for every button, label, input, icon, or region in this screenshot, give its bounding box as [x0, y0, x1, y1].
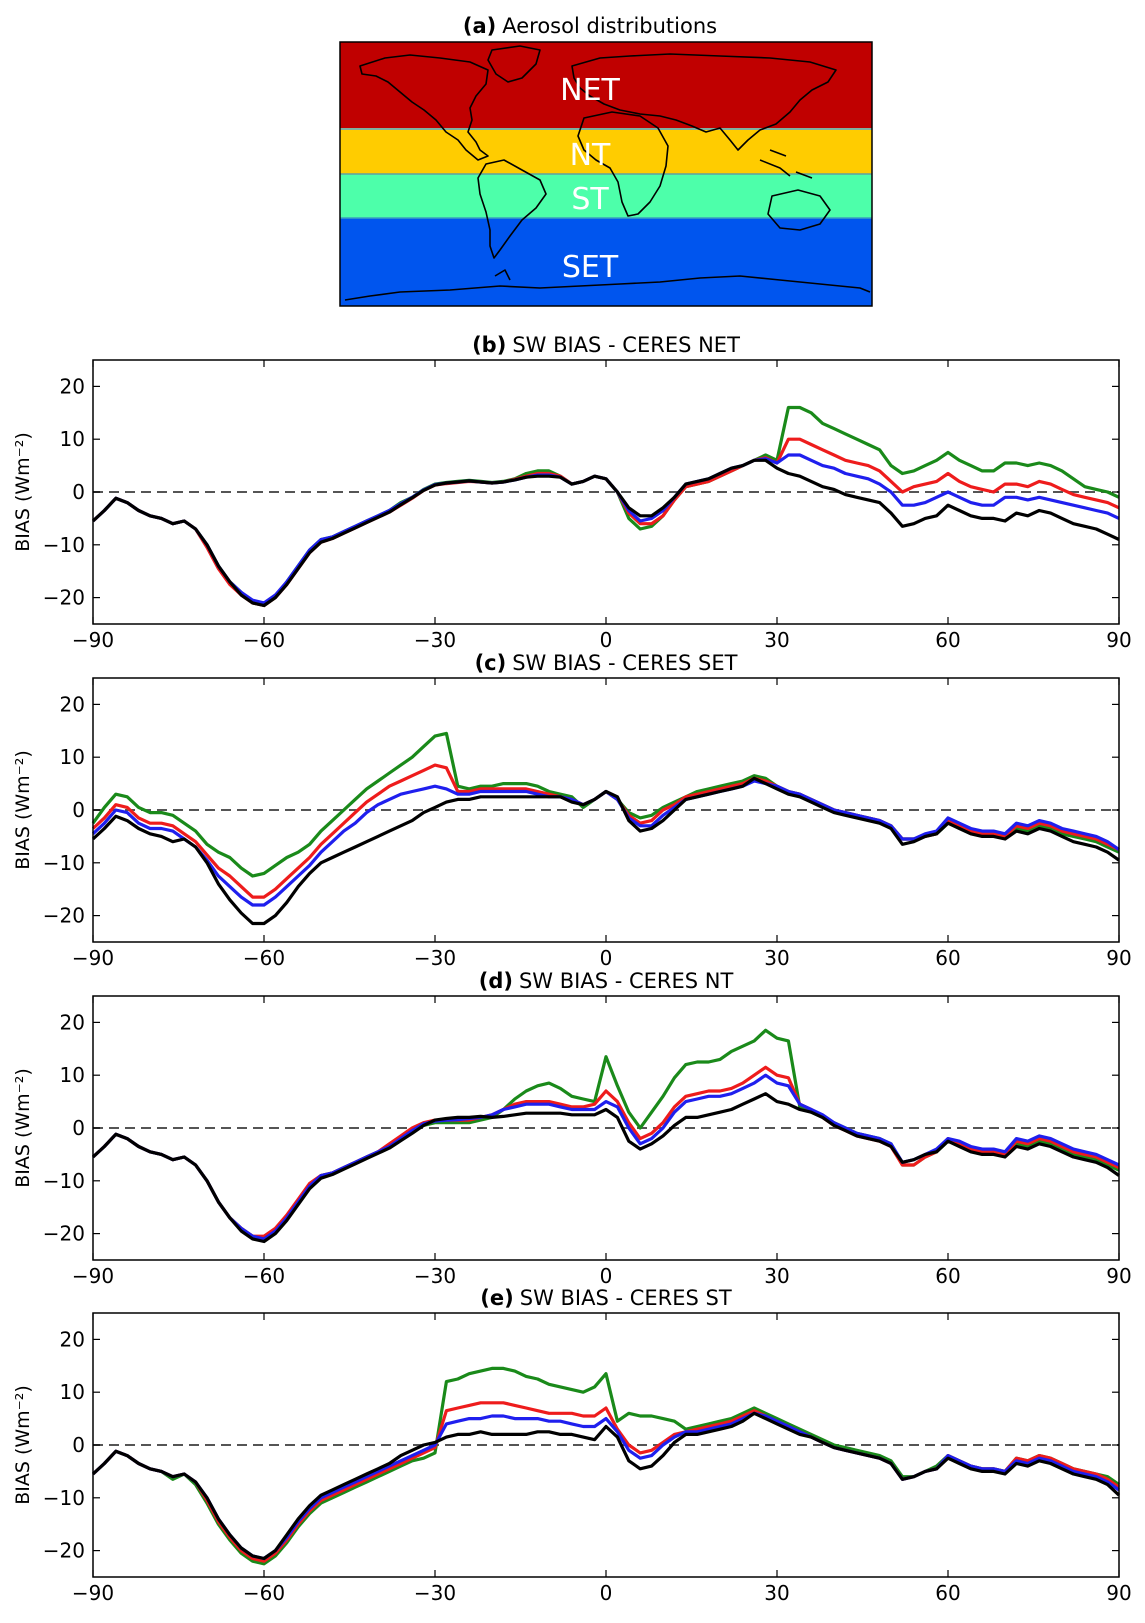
y-tick-label: −10 — [43, 533, 85, 557]
x-tick-label: −60 — [243, 946, 285, 970]
x-tick-label: −90 — [72, 1264, 114, 1288]
x-tick-label: 60 — [935, 1581, 960, 1605]
x-tick-label: 30 — [764, 1581, 789, 1605]
y-tick-label: 0 — [72, 1116, 85, 1140]
y-tick-label: −20 — [43, 1222, 85, 1246]
series-line-4 — [91, 776, 1120, 926]
x-tick-label: 60 — [935, 628, 960, 652]
band-label-st: ST — [571, 182, 609, 217]
chart-panel: (d) SW BIAS - CERES NT BIAS (Wm⁻²) −20 −10 0 1… — [12, 969, 1132, 1288]
x-tick-label: −60 — [243, 1264, 285, 1288]
map-frame — [339, 41, 873, 307]
series-line-3 — [91, 779, 1120, 907]
x-tick-label: −60 — [243, 1581, 285, 1605]
chart-title: (b) SW BIAS - CERES NET — [472, 333, 740, 357]
map-title-text: Aerosol distributions — [502, 14, 717, 38]
series-line-3 — [91, 1073, 1120, 1241]
series-line-4 — [91, 1092, 1120, 1244]
y-tick-label: 20 — [60, 374, 85, 398]
series-line-1 — [91, 1028, 1120, 1241]
chart-title-tag: (b) — [472, 333, 506, 357]
y-axis-label: BIAS (Wm⁻²) — [12, 750, 34, 870]
x-tick-label: 60 — [935, 946, 960, 970]
x-tick-label: 0 — [600, 1581, 613, 1605]
y-tick-label: 10 — [60, 1063, 85, 1087]
map-title-tag: (a) — [463, 14, 496, 38]
x-tick-label: −30 — [414, 628, 456, 652]
y-tick-label: −20 — [43, 586, 85, 610]
x-tick-label: 0 — [600, 946, 613, 970]
series-line-1 — [91, 731, 1120, 878]
x-tick-label: −30 — [414, 946, 456, 970]
series-line-4 — [91, 458, 1120, 608]
series-line-2 — [91, 1065, 1120, 1238]
y-tick-label: −10 — [43, 1169, 85, 1193]
y-tick-label: 10 — [60, 1380, 85, 1404]
band-st — [340, 174, 872, 218]
x-tick-label: −90 — [72, 628, 114, 652]
y-tick-label: 0 — [72, 1433, 85, 1457]
chart-title-tag: (e) — [480, 1286, 513, 1310]
y-tick-label: 10 — [60, 427, 85, 451]
x-tick-label: −30 — [414, 1581, 456, 1605]
chart-title-text: SW BIAS - CERES ST — [520, 1286, 732, 1310]
x-tick-label: −60 — [243, 628, 285, 652]
chart-title: (d) SW BIAS - CERES NT — [479, 969, 734, 993]
y-tick-label: −20 — [43, 904, 85, 928]
chart-title-tag: (c) — [475, 651, 507, 675]
x-tick-label: −30 — [414, 1264, 456, 1288]
band-label-set: SET — [562, 250, 619, 285]
y-axis-label: BIAS (Wm⁻²) — [12, 432, 34, 552]
coastlines — [344, 45, 871, 301]
y-tick-label: 0 — [72, 798, 85, 822]
x-tick-label: 30 — [764, 628, 789, 652]
x-tick-label: −90 — [72, 946, 114, 970]
y-axis-label: BIAS (Wm⁻²) — [12, 1385, 34, 1505]
y-tick-label: −10 — [43, 851, 85, 875]
series-line-3 — [91, 1411, 1120, 1561]
y-tick-label: 0 — [72, 480, 85, 504]
y-tick-label: 20 — [60, 1327, 85, 1351]
x-tick-label: 30 — [764, 1264, 789, 1288]
map-title: (a) Aerosol distributions — [463, 14, 717, 38]
line-charts: (b) SW BIAS - CERES NET BIAS (Wm⁻²) −20 −10 0… — [12, 333, 1132, 1605]
x-tick-label: 90 — [1106, 1264, 1131, 1288]
y-tick-label: −20 — [43, 1539, 85, 1563]
x-tick-label: 60 — [935, 1264, 960, 1288]
chart-title: (c) SW BIAS - CERES SET — [475, 651, 738, 675]
band-label-nt: NT — [570, 138, 611, 173]
x-tick-label: 90 — [1106, 1581, 1131, 1605]
x-tick-label: 0 — [600, 1264, 613, 1288]
x-tick-label: −90 — [72, 1581, 114, 1605]
x-tick-label: 30 — [764, 946, 789, 970]
map-panel: NET NT ST SET — [339, 41, 873, 307]
chart-panel: (b) SW BIAS - CERES NET BIAS (Wm⁻²) −20 −10 0… — [12, 333, 1132, 652]
y-tick-label: 20 — [60, 692, 85, 716]
x-tick-label: 90 — [1106, 628, 1131, 652]
band-label-net: NET — [560, 73, 620, 108]
x-tick-label: 90 — [1106, 946, 1131, 970]
series-line-1 — [91, 405, 1120, 608]
series-line-4 — [91, 1411, 1121, 1561]
x-tick-label: 0 — [600, 628, 613, 652]
y-tick-label: 20 — [60, 1010, 85, 1034]
chart-panel: (c) SW BIAS - CERES SET BIAS (Wm⁻²) −20 −10 0… — [12, 651, 1132, 970]
y-tick-label: −10 — [43, 1486, 85, 1510]
chart-title-tag: (d) — [479, 969, 513, 993]
chart-panel: (e) SW BIAS - CERES ST BIAS (Wm⁻²) −20 −10 0 1… — [12, 1286, 1132, 1605]
chart-title-text: SW BIAS - CERES NT — [519, 969, 733, 993]
chart-title: (e) SW BIAS - CERES ST — [480, 1286, 732, 1310]
y-tick-label: 10 — [60, 745, 85, 769]
y-axis-label: BIAS (Wm⁻²) — [12, 1068, 34, 1188]
chart-title-text: SW BIAS - CERES NET — [512, 333, 740, 357]
chart-title-text: SW BIAS - CERES SET — [512, 651, 737, 675]
